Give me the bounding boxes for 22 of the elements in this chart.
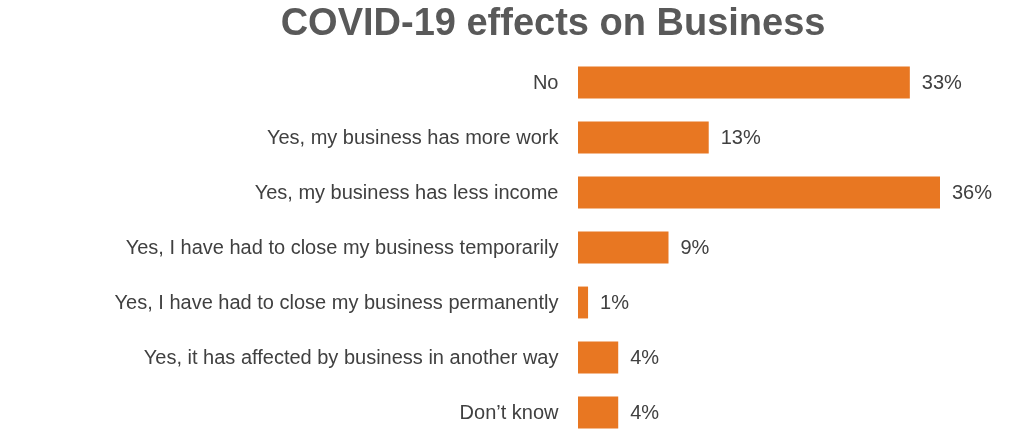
data-label: 1% xyxy=(600,290,630,313)
bar xyxy=(578,396,619,429)
data-label: 4% xyxy=(630,400,660,423)
bar xyxy=(578,66,910,99)
y-tick-label: Yes, it has affected by business in another way xyxy=(143,345,559,368)
bar xyxy=(578,341,619,374)
y-tick-label: No xyxy=(532,70,559,93)
data-label: 4% xyxy=(630,345,660,368)
y-tick-label: Don’t know xyxy=(459,400,560,423)
data-label: 36% xyxy=(952,180,993,203)
bar xyxy=(578,231,669,264)
chart-title: COVID-19 effects on Business xyxy=(280,1,826,43)
bar xyxy=(578,176,940,209)
y-tick-label: Yes, my business has more work xyxy=(266,125,560,148)
bar xyxy=(578,286,589,319)
data-label: 33% xyxy=(921,70,963,93)
y-tick-label: Yes, my business has less income xyxy=(254,180,559,203)
y-tick-label: Yes, I have had to close my business temporarily xyxy=(125,235,559,258)
y-tick-label: Yes, I have had to close my business permanently xyxy=(114,290,559,313)
data-label: 13% xyxy=(720,125,761,148)
bar xyxy=(578,121,709,154)
data-label: 9% xyxy=(680,235,710,258)
